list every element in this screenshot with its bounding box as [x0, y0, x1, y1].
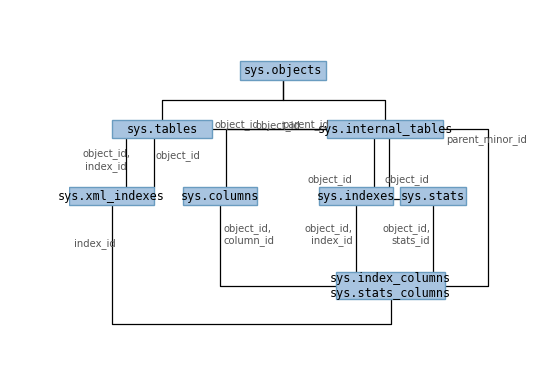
Text: object_id,
index_id: object_id, index_id [305, 223, 353, 246]
FancyBboxPatch shape [112, 120, 213, 138]
Text: sys.indexes: sys.indexes [316, 190, 395, 203]
Text: sys.tables: sys.tables [126, 123, 198, 136]
Text: sys.internal_tables: sys.internal_tables [317, 123, 453, 136]
Text: sys.objects: sys.objects [244, 64, 322, 77]
Text: sys.index_columns
sys.stats_columns: sys.index_columns sys.stats_columns [330, 272, 451, 299]
Text: parent_minor_id: parent_minor_id [447, 135, 527, 145]
Text: sys.columns: sys.columns [181, 190, 259, 203]
Text: object_id: object_id [156, 150, 201, 161]
Text: object_id: object_id [385, 174, 429, 185]
Text: object_id,
column_id: object_id, column_id [224, 223, 275, 246]
Text: object_id,
stats_id: object_id, stats_id [382, 223, 430, 246]
Text: index_id: index_id [74, 239, 115, 249]
Text: parent_id: parent_id [282, 119, 329, 130]
Text: object_id,
index_id: object_id, index_id [82, 148, 130, 172]
Text: sys.xml_indexes: sys.xml_indexes [58, 190, 165, 203]
Text: object_id: object_id [256, 120, 301, 131]
FancyBboxPatch shape [183, 187, 257, 206]
FancyBboxPatch shape [400, 187, 466, 206]
FancyBboxPatch shape [327, 120, 443, 138]
Text: object_id: object_id [215, 119, 259, 130]
Text: object_id: object_id [307, 174, 352, 185]
FancyBboxPatch shape [240, 62, 326, 80]
Text: sys.stats: sys.stats [401, 190, 465, 203]
FancyBboxPatch shape [319, 187, 392, 206]
FancyBboxPatch shape [69, 187, 154, 206]
FancyBboxPatch shape [336, 272, 445, 299]
